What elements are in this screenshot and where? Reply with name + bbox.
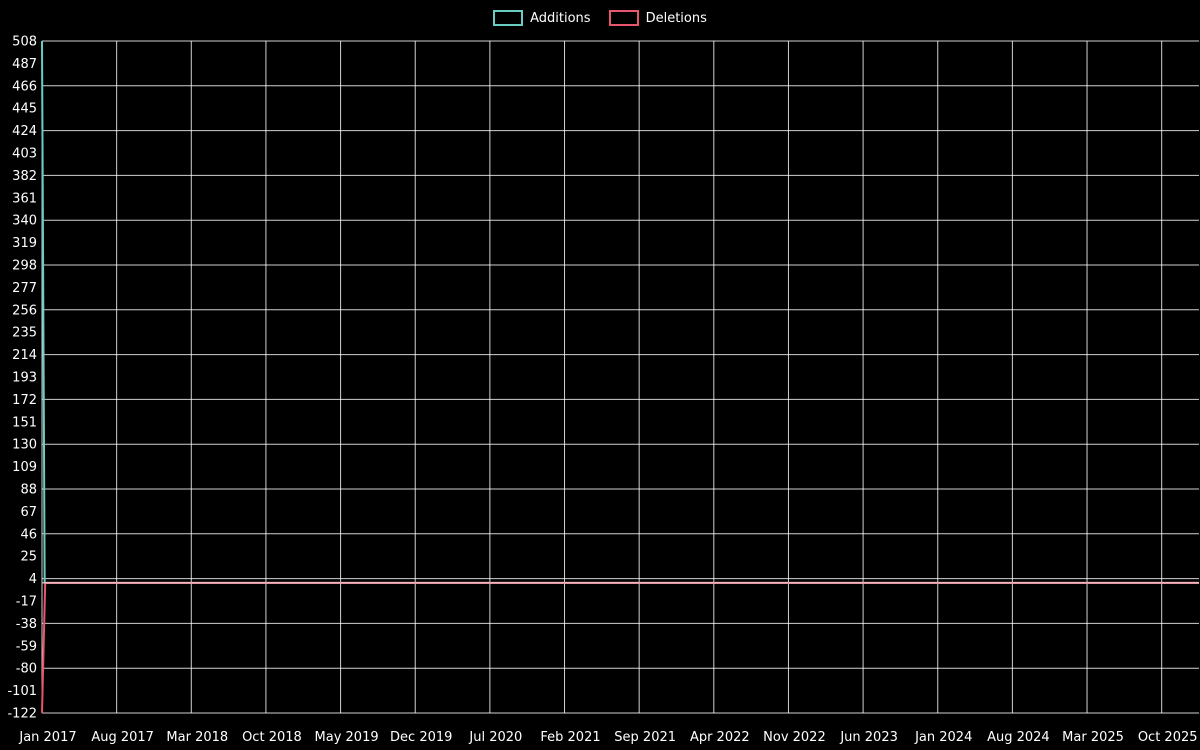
additions-swatch-icon (493, 10, 524, 26)
y-tick-label: -59 (16, 639, 37, 654)
y-tick-label: 445 (12, 102, 37, 117)
x-tick-label: Nov 2022 (763, 730, 826, 745)
x-tick-label: Mar 2025 (1062, 730, 1124, 745)
y-tick-label: 487 (12, 57, 37, 72)
y-tick-label: 319 (12, 236, 37, 251)
x-tick-label: Dec 2019 (390, 730, 452, 745)
legend-label-additions: Additions (530, 10, 591, 26)
x-tick-label: Mar 2018 (166, 730, 228, 745)
y-tick-label: 235 (12, 326, 37, 341)
y-tick-label: 67 (20, 505, 37, 520)
y-tick-label: 46 (20, 527, 37, 542)
x-tick-label: Jan 2017 (18, 730, 76, 745)
y-tick-label: 382 (12, 169, 37, 184)
x-tick-label: Aug 2017 (91, 730, 154, 745)
y-tick-label: 214 (12, 348, 37, 363)
y-tick-label: 403 (12, 147, 37, 162)
y-tick-label: 298 (12, 259, 37, 274)
y-tick-label: 151 (12, 415, 37, 430)
x-tick-label: Feb 2021 (540, 730, 600, 745)
legend-label-deletions: Deletions (645, 10, 707, 26)
y-tick-label: 424 (12, 124, 37, 139)
x-tick-label: Apr 2022 (690, 730, 750, 745)
x-tick-label: Oct 2018 (242, 730, 302, 745)
legend-item-deletions[interactable]: Deletions (608, 10, 707, 26)
y-tick-label: 88 (20, 483, 37, 498)
y-tick-label: -17 (16, 595, 37, 610)
y-tick-label: -38 (16, 617, 37, 632)
y-tick-label: 340 (12, 214, 37, 229)
x-tick-label: Aug 2024 (987, 730, 1050, 745)
x-tick-label: Jan 2024 (914, 730, 972, 745)
y-tick-label: 508 (12, 35, 37, 50)
x-tick-label: Sep 2021 (614, 730, 676, 745)
x-tick-label: Jun 2023 (839, 730, 898, 745)
y-tick-label: 277 (12, 281, 37, 296)
x-tick-label: May 2019 (315, 730, 379, 745)
y-tick-label: 25 (20, 550, 37, 565)
x-tick-label: Jul 2020 (468, 730, 522, 745)
deletions-swatch-icon (608, 10, 639, 26)
y-tick-label: -122 (7, 707, 37, 722)
y-tick-label: 4 (29, 572, 37, 587)
y-tick-label: 172 (12, 393, 37, 408)
y-tick-label: 466 (12, 79, 37, 94)
y-tick-label: -80 (16, 662, 37, 677)
y-tick-label: -101 (7, 684, 37, 699)
legend-item-additions[interactable]: Additions (493, 10, 591, 26)
y-tick-label: 361 (12, 191, 37, 206)
y-tick-label: 109 (12, 460, 37, 475)
x-tick-label: Oct 2025 (1138, 730, 1198, 745)
chart-legend: Additions Deletions (0, 7, 1200, 29)
deletions-line (41, 581, 1199, 714)
y-tick-label: 193 (12, 371, 37, 386)
additions-line (41, 40, 1199, 584)
y-tick-label: 256 (12, 303, 37, 318)
y-tick-label: 130 (12, 438, 37, 453)
